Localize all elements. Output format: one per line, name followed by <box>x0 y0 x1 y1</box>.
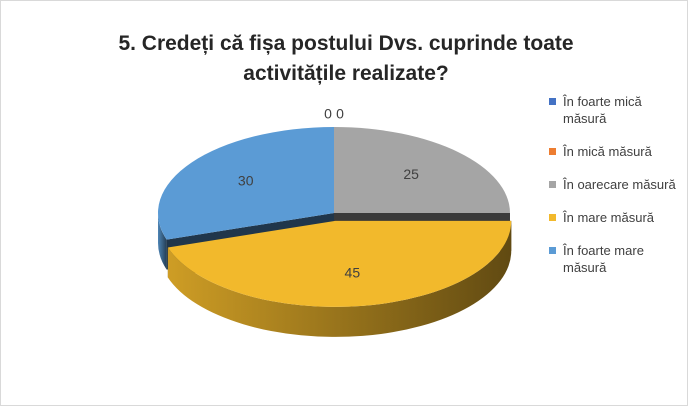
legend-item: În foarte mică măsură <box>549 93 687 127</box>
legend-swatch <box>549 98 556 105</box>
chart-title: 5. Credeți că fișa postului Dvs. cuprind… <box>118 32 574 85</box>
outer-wall <box>158 213 167 270</box>
legend-swatch <box>549 148 556 155</box>
legend-item: În oarecare măsură <box>549 176 687 193</box>
legend-label: În mică măsură <box>563 144 652 159</box>
outer-wall <box>167 220 512 337</box>
tops <box>157 127 512 307</box>
legend-swatch <box>549 247 556 254</box>
pie-slice <box>334 127 510 213</box>
legend-item: În foarte mare măsură <box>549 242 687 276</box>
data-label: 0 <box>336 106 344 122</box>
legend-label: În mare măsură <box>563 210 655 225</box>
labels: 0 0 25 45 30 <box>238 106 419 281</box>
legend-label: În foarte mare măsură <box>563 243 644 275</box>
legend-swatch <box>549 181 556 188</box>
pie-slice <box>157 127 334 240</box>
data-label: 25 <box>403 166 419 182</box>
data-label: 0 <box>324 106 332 122</box>
legend-item: În mare măsură <box>549 209 687 226</box>
data-label: 30 <box>238 172 254 188</box>
pie-area: 0 0 25 45 30 <box>157 106 512 337</box>
pie-slice <box>167 220 512 307</box>
data-label: 45 <box>345 264 361 280</box>
legend-item: În mică măsură <box>549 143 687 160</box>
legend: În foarte mică măsură În mică măsură În oa… <box>549 93 687 292</box>
legend-swatch <box>549 214 556 221</box>
legend-label: În foarte mică măsură <box>563 94 642 126</box>
legend-label: În oarecare măsură <box>563 177 676 192</box>
